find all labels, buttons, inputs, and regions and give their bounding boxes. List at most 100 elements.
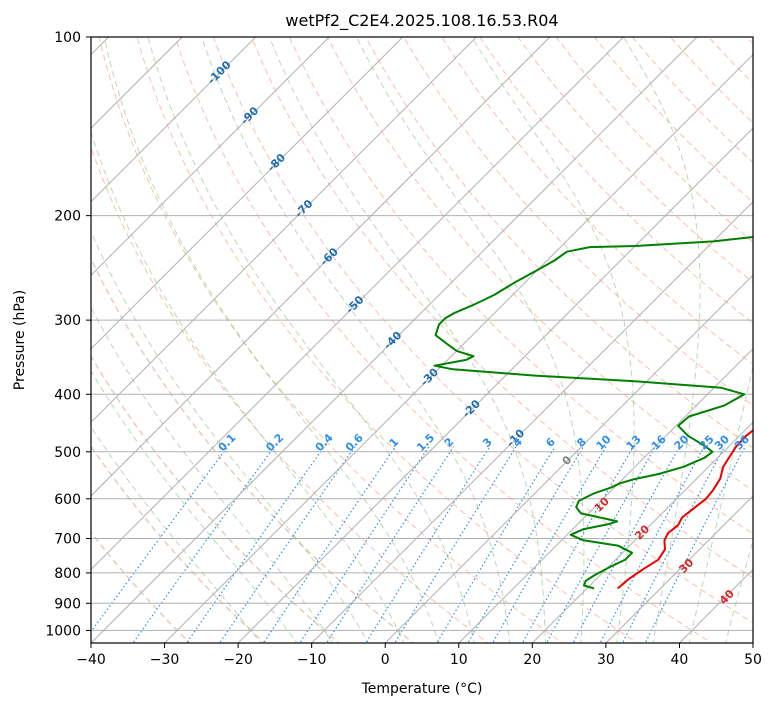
isotherm [679,568,753,643]
x-tick-label: 20 [523,652,541,668]
moist-adiabat [268,37,546,643]
mixing-ratio-label: 13 [624,433,644,453]
x-tick-label: 50 [744,652,762,668]
y-tick-label: 700 [54,532,81,548]
y-tick-label: 600 [54,492,81,508]
isotherm-label: -40 [381,329,404,352]
mixing-ratio-line [492,446,607,643]
isotherm [752,642,753,643]
profile-traces [433,235,753,590]
y-tick-label: 1000 [45,623,81,639]
dry-adiabat [91,531,191,643]
y-tick-label: 900 [54,596,81,612]
isotherm-label: -20 [460,397,483,420]
x-tick-label: 0 [381,652,390,668]
dry-adiabat [212,37,753,624]
isotherm [458,348,753,643]
dry-adiabat [288,37,753,535]
moist-adiabat [91,306,334,643]
mixing-ratio-line [599,446,705,643]
x-tick-label: −10 [297,652,327,668]
dry-adiabat [708,37,753,84]
dewpoint-trace [433,235,753,590]
isotherm [91,37,551,497]
chart-title: wetPf2_C2E4.2025.108.16.53.R04 [285,11,558,31]
moist-adiabat [471,37,635,643]
mixing-ratio-label: 6 [543,435,558,450]
y-axis-ticks: 100 200 300 400 500 600 700 800 900 1000 [45,30,91,639]
mixing-ratio-line [219,446,356,643]
dry-adiabat [441,37,753,365]
x-tick-label: −40 [76,652,106,668]
isotherm [164,53,753,643]
mixing-ratio-label: 8 [574,435,589,450]
dry-adiabat [91,146,489,643]
mixing-ratio-line [621,446,726,643]
plot-area: -100-90-80-70-60-50-40-30-20-1000.1 0.2 0.… [91,37,753,643]
mixing-ratio-label: 0.1 [216,431,239,454]
mixing-ratio-label: 1.5 [414,431,437,454]
y-tick-label: 800 [54,566,81,582]
moist-adiabat [91,230,369,643]
dry-adiabat [327,37,753,492]
isotherm-label: -100 [205,58,234,87]
moist-adiabat [91,425,262,643]
dry-adiabat [91,354,340,643]
wet-adiabat-label: 10 [592,495,612,515]
y-tick-label: 500 [54,445,81,461]
mixing-ratio-line [644,446,746,643]
isotherm [91,37,404,350]
dry-adiabat [365,37,753,449]
mixing-ratio-line [299,446,430,643]
x-tick-label: 30 [597,652,615,668]
moist-adiabat [91,130,405,643]
isotherm [91,37,330,276]
isotherm [91,37,477,424]
x-tick-label: 40 [671,652,689,668]
dry-adiabat [91,256,415,643]
x-tick-label: 10 [450,652,468,668]
dry-adiabat [91,444,266,643]
x-axis-label: Temperature (°C) [361,681,483,697]
moist-adiabat [201,37,511,643]
y-axis-label: Pressure (hPa) [12,290,28,390]
mixing-ratio-label: 3 [480,435,495,450]
mixing-ratio-line [467,446,585,643]
mixing-ratio-line [325,446,455,643]
isotherm [531,421,753,643]
mixing-ratio-label: 0.4 [313,431,336,454]
plot-frame [90,36,754,644]
dry-adiabat [746,37,753,45]
dry-adiabat [555,37,753,243]
mixing-ratio-line [262,446,396,643]
mixing-ratio-label: 30 [712,432,732,452]
moist-adiabat [725,538,753,643]
mixing-ratio-label: 0.6 [343,431,366,454]
mixing-ratio-line [521,446,634,643]
isotherm [605,495,753,643]
mixing-ratio-label: 10 [594,432,614,452]
mixing-ratio-label: 2 [442,435,457,450]
isotherm-label: -70 [292,197,315,220]
dry-adiabat [517,37,753,284]
pressure-gridlines [91,37,753,631]
isotherm [91,37,257,203]
y-tick-label: 200 [54,209,81,225]
isotherms [91,37,753,643]
mixing-ratio-line [365,446,491,643]
dry-adiabat [174,37,713,643]
dry-adiabat [250,37,753,579]
y-tick-label: 100 [54,30,81,46]
isotherm [384,274,753,643]
wet-adiabat-label: 40 [717,587,737,607]
isotherm [237,127,753,643]
isotherm [311,200,753,643]
x-tick-label: −30 [150,652,180,668]
mixing-ratio-line [185,446,325,643]
moist-adiabat [688,363,753,643]
isotherm [91,37,624,571]
dry-adiabat [479,37,753,324]
temperature-trace [617,429,753,590]
isotherm [91,37,698,643]
